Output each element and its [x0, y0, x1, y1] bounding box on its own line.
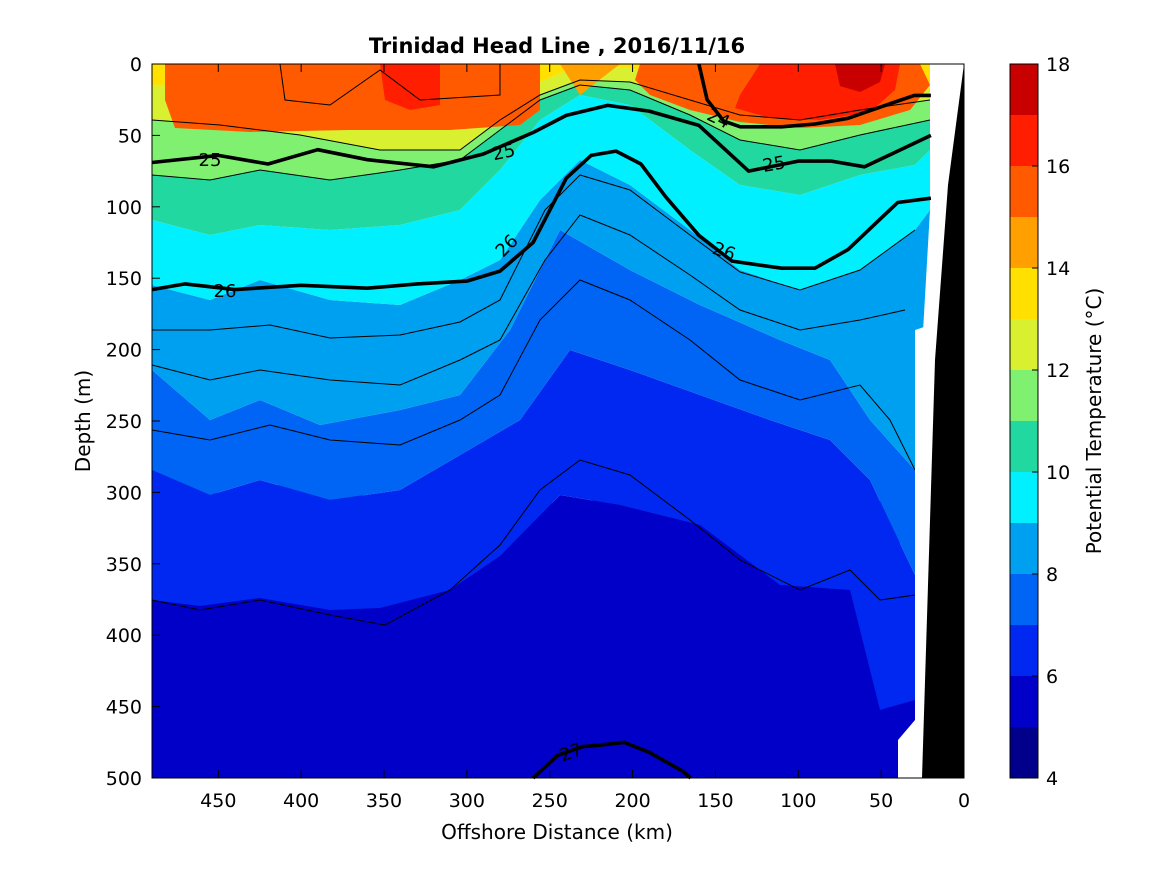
- chart-title: Trinidad Head Line , 2016/11/16: [369, 34, 745, 58]
- colorbar-tick-label: 16: [1046, 156, 1070, 178]
- band-10-11: [152, 85, 930, 235]
- y-tick-label: 350: [106, 554, 142, 576]
- x-tick-label: 350: [366, 790, 402, 812]
- x-axis-label: Offshore Distance (km): [441, 820, 673, 844]
- x-tick-label: 200: [614, 790, 650, 812]
- isotherm-line: [151, 459, 916, 626]
- x-tick-label: 450: [200, 790, 236, 812]
- x-tick-label: 100: [780, 790, 816, 812]
- y-tick-label: 250: [106, 411, 142, 433]
- colorbar-tick-label: 18: [1046, 54, 1070, 76]
- colorbar-swatch: [1010, 574, 1038, 625]
- plot-area: 25 25 25 24 26 26 26 27: [151, 63, 965, 780]
- x-axis: 450 400 350 300 250 200 150 100 50 0: [200, 64, 970, 812]
- band-6-7: [152, 350, 915, 710]
- y-axis: 0 50 100 150 200 250 300 350 400 450 500: [106, 54, 964, 790]
- contour-label: 25: [199, 150, 222, 171]
- continental-slope: [922, 64, 964, 778]
- colorbar-frame: [1009, 63, 1039, 779]
- y-tick-label: 100: [106, 197, 142, 219]
- y-tick-label: 450: [106, 697, 142, 719]
- colorbar-swatch: [1010, 625, 1038, 676]
- isotherm-lines: [151, 63, 931, 626]
- colorbar-swatch: [1010, 421, 1038, 472]
- contour-label: 26: [214, 281, 237, 302]
- y-tick-label: 400: [106, 625, 142, 647]
- y-tick-label: 0: [130, 54, 142, 76]
- colorbar-swatch: [1010, 472, 1038, 523]
- colorbar-swatch: [1010, 523, 1038, 574]
- y-tick-label: 300: [106, 482, 142, 504]
- colorbar-tick-label: 8: [1046, 564, 1058, 586]
- band-16-17: [380, 64, 900, 120]
- x-tick-label: 50: [869, 790, 893, 812]
- colorbar-swatch: [1010, 115, 1038, 166]
- y-axis-label: Depth (m): [71, 370, 95, 472]
- x-tick-label: 150: [697, 790, 733, 812]
- colorbar-tick-label: 6: [1046, 666, 1058, 688]
- x-tick-label: 250: [532, 790, 568, 812]
- y-tick-label: 500: [106, 768, 142, 790]
- isotherm-line: [151, 79, 931, 151]
- y-tick-label: 50: [118, 125, 142, 147]
- sigma-contour-27: [531, 740, 692, 780]
- colorbar-tick-label: 12: [1046, 360, 1070, 382]
- band-17-18: [835, 64, 885, 92]
- isotherm-line: [279, 63, 501, 106]
- colorbar-tick-label: 4: [1046, 768, 1058, 790]
- density-contours: [151, 63, 932, 780]
- colorbar-swatch: [1010, 64, 1038, 115]
- colorbar-swatch: [1010, 727, 1038, 778]
- x-tick-label: 300: [449, 790, 485, 812]
- contour-label: 25: [761, 152, 787, 177]
- colorbar-swatch: [1010, 370, 1038, 421]
- band-9-10: [152, 95, 930, 305]
- band-5-6: [152, 392, 915, 778]
- band-8-9: [152, 160, 930, 470]
- y-tick-label: 200: [106, 340, 142, 362]
- isotherm-line: [152, 174, 916, 339]
- colorbar-swatch: [1010, 319, 1038, 370]
- isotherm-line: [151, 84, 931, 181]
- isotherm-line: [151, 214, 906, 386]
- temperature-bands: [152, 64, 930, 778]
- colorbar-swatch: [1010, 217, 1038, 268]
- colorbar: 4 6 8 10 12 14 16 18: [1009, 54, 1070, 790]
- contour-label: 25: [490, 140, 517, 165]
- x-tick-label: 400: [283, 790, 319, 812]
- band-7-8: [152, 230, 915, 575]
- colorbar-swatch: [1010, 676, 1038, 727]
- sigma-contour-26: [151, 149, 932, 292]
- x-tick-label: 0: [958, 790, 970, 812]
- land-mask: [898, 64, 964, 778]
- sigma-contour-24: [697, 63, 931, 129]
- isotherm-line: [151, 279, 916, 471]
- sigma-contour-25: [151, 103, 932, 173]
- colorbar-tick-label: 14: [1046, 258, 1070, 280]
- colorbar-label: Potential Temperature (°C): [1082, 288, 1106, 555]
- colorbar-swatch: [1010, 166, 1038, 217]
- colorbar-swatch: [1010, 268, 1038, 319]
- colorbar-tick-label: 10: [1046, 462, 1070, 484]
- y-tick-label: 150: [106, 268, 142, 290]
